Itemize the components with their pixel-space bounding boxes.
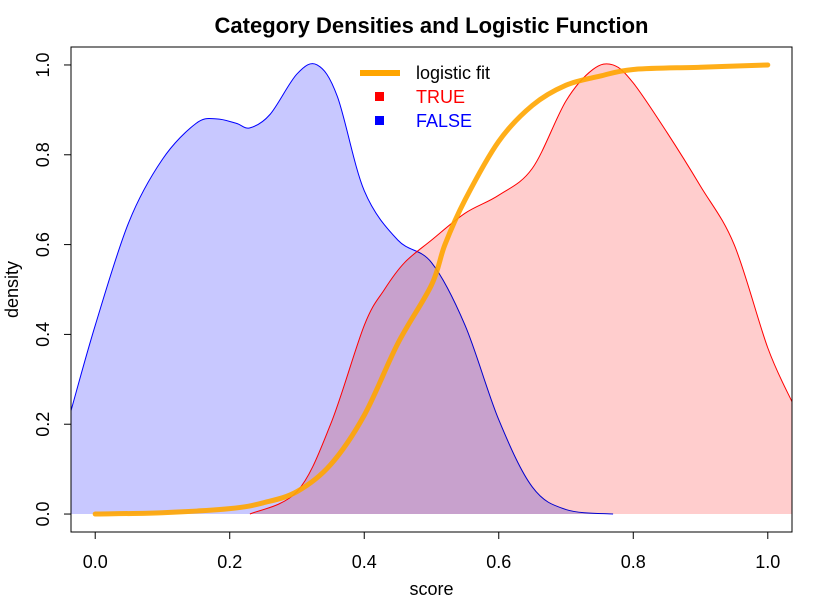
x-tick-label: 0.6: [486, 552, 511, 572]
legend-label-logistic-fit: logistic fit: [416, 63, 490, 83]
density-area-true: [249, 63, 792, 515]
chart-title: Category Densities and Logistic Function: [215, 13, 649, 38]
y-tick-label: 0.0: [33, 502, 53, 527]
y-axis-label: density: [2, 261, 22, 318]
y-tick-label: 1.0: [33, 52, 53, 77]
series-line-logistic-fit: [92, 62, 771, 517]
x-axis-label: score: [409, 579, 453, 599]
density-line-true: [249, 63, 792, 515]
legend: logistic fit TRUE FALSE: [360, 63, 490, 131]
legend-label-false: FALSE: [416, 111, 472, 131]
x-tick-label: 0.8: [621, 552, 646, 572]
x-axis: 0.0 0.2 0.4 0.6 0.8 1.0: [83, 531, 780, 572]
y-tick-label: 0.2: [33, 412, 53, 437]
legend-swatch-true: [375, 92, 384, 101]
x-tick-label: 1.0: [755, 552, 780, 572]
plot-area: [71, 62, 792, 517]
legend-swatch-false: [375, 116, 384, 125]
legend-label-true: TRUE: [416, 87, 465, 107]
y-tick-label: 0.6: [33, 232, 53, 257]
y-tick-label: 0.4: [33, 322, 53, 347]
y-axis: 0.0 0.2 0.4 0.6 0.8 1.0: [33, 52, 72, 527]
y-tick-label: 0.8: [33, 142, 53, 167]
x-tick-label: 0.4: [352, 552, 377, 572]
x-tick-label: 0.2: [217, 552, 242, 572]
x-tick-label: 0.0: [83, 552, 108, 572]
